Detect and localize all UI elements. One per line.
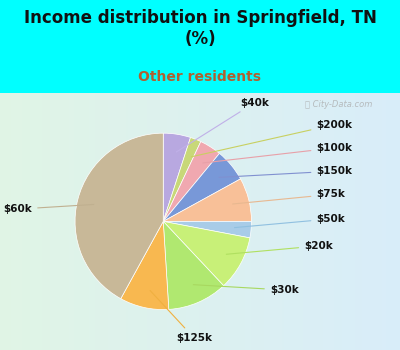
Text: Income distribution in Springfield, TN
(%): Income distribution in Springfield, TN (… (24, 9, 376, 48)
Wedge shape (121, 222, 169, 309)
Text: $30k: $30k (193, 285, 298, 295)
Wedge shape (163, 222, 250, 286)
Text: $50k: $50k (234, 214, 345, 228)
Text: ⓘ City-Data.com: ⓘ City-Data.com (305, 100, 373, 110)
Text: $40k: $40k (176, 98, 269, 152)
Text: $75k: $75k (233, 189, 345, 204)
Text: $200k: $200k (191, 120, 352, 157)
Text: $20k: $20k (226, 241, 333, 254)
Wedge shape (163, 141, 220, 222)
Text: $150k: $150k (219, 166, 352, 177)
Wedge shape (75, 133, 163, 299)
Wedge shape (163, 153, 240, 222)
Text: $125k: $125k (150, 290, 212, 343)
Text: Other residents: Other residents (138, 70, 262, 84)
Wedge shape (163, 221, 252, 238)
Text: $100k: $100k (203, 143, 352, 163)
Text: $60k: $60k (4, 204, 94, 214)
Wedge shape (163, 133, 190, 222)
Wedge shape (163, 222, 224, 309)
Wedge shape (163, 138, 201, 222)
Wedge shape (163, 179, 252, 222)
